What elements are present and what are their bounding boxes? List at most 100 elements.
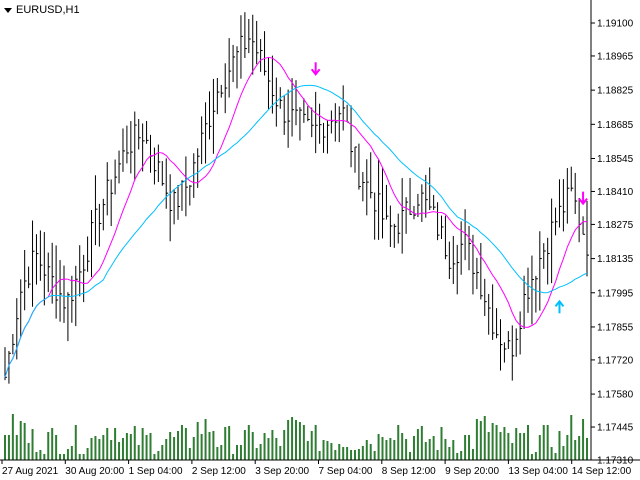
price-tick-label: 1.17855 — [597, 322, 634, 333]
price-bar — [515, 328, 519, 357]
price-bar — [32, 220, 35, 307]
price-tick-label: 1.17310 — [597, 456, 634, 467]
price-tick-label: 1.18685 — [597, 120, 634, 131]
price-bar — [409, 177, 413, 215]
price-bar — [393, 223, 397, 248]
price-bar — [110, 179, 114, 227]
price-bar — [472, 234, 475, 295]
price-bar — [181, 180, 184, 211]
price-bar — [433, 194, 436, 210]
price-bar — [28, 266, 31, 289]
price-bar — [87, 236, 90, 272]
price-bar — [83, 254, 86, 303]
price-bar — [47, 252, 51, 293]
price-bar — [307, 106, 310, 122]
price-bar — [429, 167, 432, 211]
symbol-label: EURUSD,H1 — [16, 4, 80, 16]
arrow-head — [554, 299, 565, 307]
arrow-down-icon — [310, 62, 321, 76]
time-tick-label: 7 Sep 04:00 — [319, 466, 373, 477]
price-bar — [122, 128, 125, 172]
price-bar — [177, 184, 181, 220]
symbol-header[interactable]: EURUSD,H1 — [4, 3, 80, 17]
price-bar — [130, 121, 133, 174]
price-bar — [161, 161, 165, 186]
price-bar — [208, 91, 212, 140]
price-bar — [405, 197, 409, 234]
time-tick-label: 30 Aug 20:00 — [65, 466, 124, 477]
price-bar — [397, 213, 401, 244]
price-bar — [421, 184, 424, 222]
price-bar — [232, 44, 236, 83]
price-bar — [476, 257, 479, 290]
price-bar — [150, 134, 153, 173]
price-bar — [142, 123, 145, 172]
price-bar — [519, 311, 523, 355]
dropdown-triangle-icon[interactable] — [4, 7, 12, 13]
volume-histogram — [4, 414, 588, 460]
price-bar — [165, 158, 169, 209]
arrow-head — [578, 198, 588, 206]
price-bar — [456, 244, 460, 295]
price-bar — [291, 78, 295, 137]
price-bar — [20, 279, 23, 338]
price-bar — [240, 15, 243, 79]
price-bar — [354, 146, 357, 173]
price-bar — [570, 166, 574, 192]
price-bar — [551, 198, 554, 284]
price-bar — [382, 168, 385, 239]
time-tick-label: 27 Aug 2021 — [2, 466, 59, 477]
price-tick-label: 1.18410 — [597, 187, 634, 198]
price-bar — [55, 245, 59, 319]
price-bar — [539, 231, 542, 311]
price-bar — [496, 308, 499, 339]
price-tick-label: 1.17995 — [597, 288, 634, 299]
price-bar — [106, 162, 110, 216]
signal-arrows — [310, 62, 588, 314]
time-tick-label: 1 Sep 04:00 — [129, 466, 183, 477]
price-bar — [51, 242, 55, 304]
price-bar — [16, 298, 19, 360]
time-tick-label: 9 Sep 20:00 — [445, 466, 499, 477]
price-bar — [43, 232, 47, 306]
time-tick-label: 8 Sep 12:00 — [382, 466, 436, 477]
price-bar — [224, 63, 228, 114]
price-bar — [452, 235, 456, 285]
price-bar — [358, 143, 361, 190]
price-tick-label: 1.18135 — [597, 254, 634, 265]
price-bar — [146, 120, 149, 144]
price-bar — [8, 350, 11, 384]
price-bar — [566, 168, 570, 224]
price-bar — [12, 333, 15, 355]
price-bar — [385, 184, 389, 220]
price-bar — [267, 57, 271, 110]
price-bar — [562, 179, 566, 232]
arrow-up-icon — [554, 299, 565, 314]
price-bar — [547, 237, 550, 285]
price-bar — [153, 147, 157, 185]
price-bar — [212, 78, 216, 154]
moving-averages — [4, 56, 588, 378]
price-bar — [303, 98, 306, 123]
price-bar — [441, 215, 444, 239]
price-bar — [71, 275, 74, 323]
price-bar — [488, 293, 491, 335]
price-bar — [24, 250, 27, 311]
price-bar — [98, 203, 102, 247]
arrow-head — [310, 68, 321, 76]
price-bar — [118, 150, 122, 184]
time-tick-label: 13 Sep 04:00 — [508, 466, 568, 477]
price-bar — [523, 275, 527, 330]
price-bar — [244, 12, 247, 59]
price-bar — [401, 178, 405, 254]
price-bar — [507, 331, 511, 349]
price-bar — [134, 111, 137, 181]
price-bar — [189, 185, 192, 206]
price-bar — [114, 159, 118, 195]
price-bar — [417, 193, 420, 218]
price-bar — [63, 265, 66, 323]
arrow-down-icon — [578, 191, 588, 206]
